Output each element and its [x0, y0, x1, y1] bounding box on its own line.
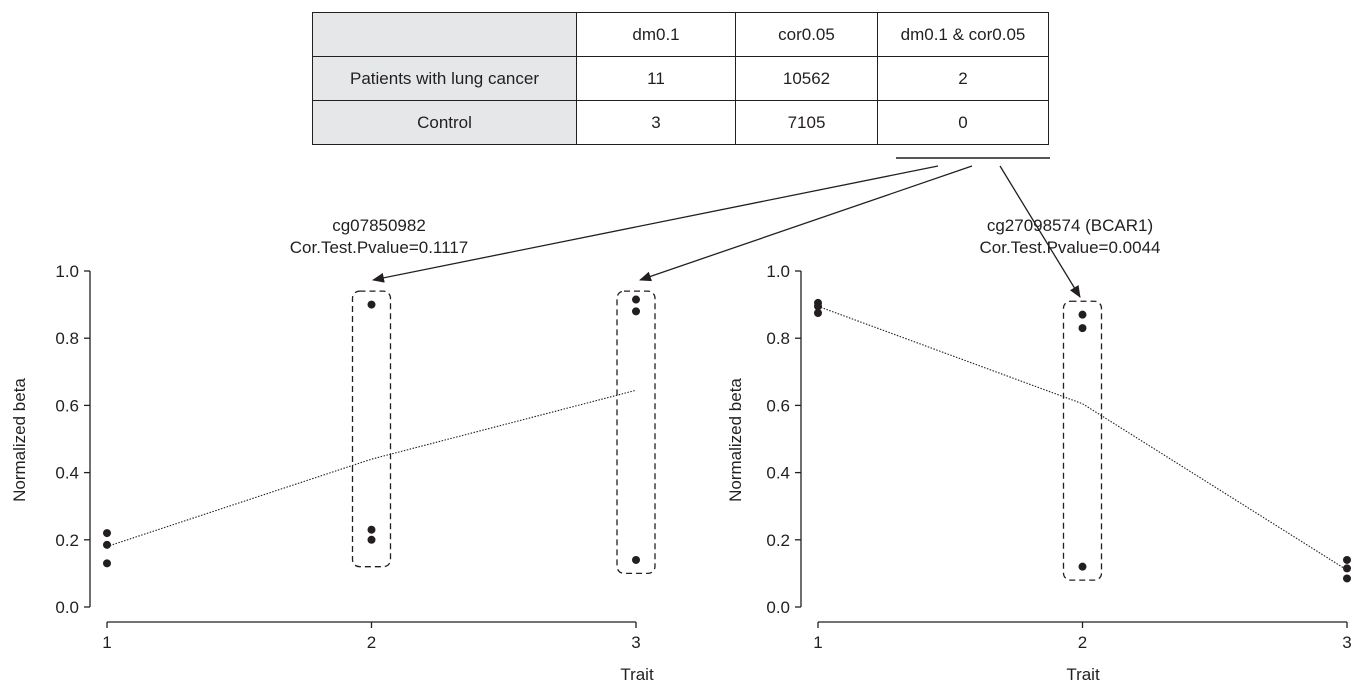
y-tick-label: 0.4	[55, 464, 79, 483]
data-point	[367, 525, 376, 534]
callout-arrow	[372, 165, 939, 283]
data-point	[103, 529, 111, 538]
chart-subtitle: Cor.Test.Pvalue=0.0044	[980, 238, 1161, 257]
y-tick-label: 1.0	[766, 262, 790, 281]
y-tick-label: 0.4	[766, 464, 790, 483]
y-axis-label: Normalized beta	[10, 378, 29, 502]
chart-panel-right: cg27098574 (BCAR1) Cor.Test.Pvalue=0.004…	[726, 216, 1352, 684]
chart-subtitle: Cor.Test.Pvalue=0.1117	[290, 238, 468, 257]
callout-connectors	[372, 157, 1081, 298]
data-point	[103, 559, 111, 568]
highlight-box	[616, 290, 656, 575]
table-cell: 2	[877, 56, 1049, 101]
data-point	[1343, 555, 1351, 564]
table-cell: 3	[576, 100, 736, 145]
highlight-box	[1062, 300, 1103, 581]
table-row-label: Control	[312, 100, 577, 145]
chart-title: cg27098574 (BCAR1)	[987, 216, 1153, 235]
table-cell: 0	[877, 100, 1049, 145]
chart-title: cg07850982	[332, 216, 426, 235]
callout-arrow	[999, 165, 1081, 298]
data-point	[367, 300, 376, 309]
y-tick-label: 0.2	[766, 531, 790, 550]
data-point	[814, 309, 822, 317]
y-tick-label: 0.8	[55, 329, 79, 348]
x-axis-label: Trait	[1066, 665, 1100, 684]
data-point	[814, 302, 822, 311]
summary-table: dm0.1 cor0.05 dm0.1 & cor0.05 Patients w…	[312, 12, 1049, 145]
y-axis-label: Normalized beta	[726, 378, 745, 502]
data-point	[1343, 564, 1351, 573]
x-tick-label: 3	[1342, 633, 1351, 652]
y-tick-label: 1.0	[55, 262, 79, 281]
x-tick-label: 1	[102, 633, 111, 652]
y-tick-label: 0.6	[55, 396, 79, 415]
trend-line	[106, 389, 637, 548]
table-corner-cell	[312, 12, 577, 57]
table-row: Control 3 7105 0	[312, 100, 1049, 145]
data-point	[1078, 310, 1087, 319]
data-point	[103, 540, 111, 549]
table-row-label: Patients with lung cancer	[312, 56, 577, 101]
table-cell: 11	[576, 56, 736, 101]
plot-area: 0.0 0.2 0.4 0.6 0.8 1.0 1 2 3	[766, 262, 1351, 652]
y-tick-label: 0.0	[55, 598, 79, 617]
x-tick-label: 2	[367, 633, 376, 652]
x-axis-label: Trait	[620, 665, 654, 684]
y-tick-label: 0.0	[766, 598, 790, 617]
callout-arrow	[639, 165, 973, 282]
x-tick-label: 2	[1078, 633, 1087, 652]
table-header-row: dm0.1 cor0.05 dm0.1 & cor0.05	[312, 12, 1049, 57]
table-header-cell: dm0.1	[576, 12, 736, 57]
highlight-box	[351, 290, 392, 568]
data-point	[367, 535, 376, 544]
plot-area: 0.0 0.2 0.4 0.6 0.8 1.0 1 2 3	[55, 262, 656, 652]
y-tick-label: 0.8	[766, 329, 790, 348]
data-point	[632, 307, 640, 316]
y-tick-label: 0.2	[55, 531, 79, 550]
chart-panel-left: cg07850982 Cor.Test.Pvalue=0.1117 0.0 0.2…	[10, 216, 656, 684]
x-tick-label: 3	[631, 633, 640, 652]
trend-line	[817, 305, 1348, 571]
data-point	[1078, 324, 1087, 333]
y-tick-label: 0.6	[766, 396, 790, 415]
data-point	[632, 295, 640, 304]
data-point	[1343, 574, 1351, 583]
table-row: Patients with lung cancer 11 10562 2	[312, 56, 1049, 101]
data-point	[632, 555, 640, 564]
data-point	[1078, 562, 1087, 571]
table-header-cell: dm0.1 & cor0.05	[877, 12, 1049, 57]
x-tick-label: 1	[813, 633, 822, 652]
table-cell: 7105	[735, 100, 878, 145]
